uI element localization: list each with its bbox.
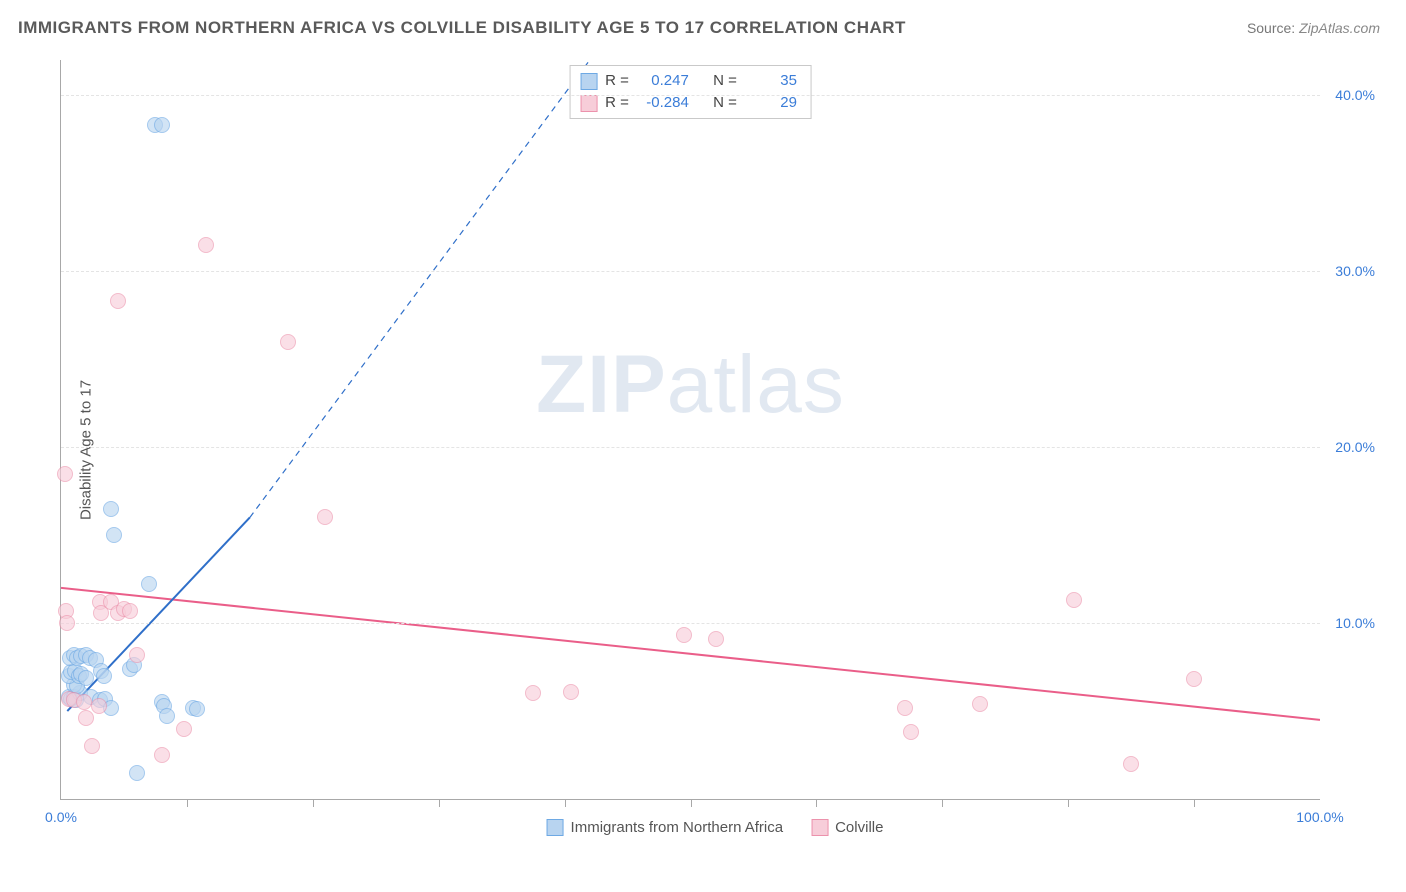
r-label-a: R = [605,70,629,92]
x-tick [816,799,817,807]
scatter-point-northern_africa [154,117,170,133]
scatter-point-colville [972,696,988,712]
scatter-point-colville [563,684,579,700]
scatter-point-colville [76,694,92,710]
scatter-point-colville [154,747,170,763]
x-tick-label: 100.0% [1296,809,1343,825]
x-tick [942,799,943,807]
gridline [61,623,1320,624]
scatter-point-colville [1186,671,1202,687]
scatter-point-northern_africa [159,708,175,724]
gridline [61,95,1320,96]
r-value-a: 0.247 [637,70,689,92]
x-tick [565,799,566,807]
swatch-series-b [580,95,597,112]
y-tick-label: 40.0% [1335,87,1375,103]
scatter-point-colville [91,698,107,714]
chart-area: Disability Age 5 to 17 ZIPatlas R = 0.24… [50,60,1380,840]
source-attribution: Source: ZipAtlas.com [1247,20,1380,36]
legend-label-b: Colville [835,819,883,836]
x-tick [1068,799,1069,807]
scatter-point-colville [317,509,333,525]
source-value: ZipAtlas.com [1299,20,1380,36]
x-tick [313,799,314,807]
legend-item-a: Immigrants from Northern Africa [547,819,784,836]
legend-row-series-a: R = 0.247 N = 35 [580,70,797,92]
swatch-series-a [580,73,597,90]
scatter-point-northern_africa [106,527,122,543]
scatter-point-northern_africa [129,765,145,781]
scatter-point-colville [84,738,100,754]
scatter-point-colville [1066,592,1082,608]
n-value-a: 35 [745,70,797,92]
source-label: Source: [1247,20,1295,36]
scatter-point-northern_africa [141,576,157,592]
scatter-point-northern_africa [103,501,119,517]
scatter-point-colville [176,721,192,737]
x-tick [439,799,440,807]
scatter-point-colville [903,724,919,740]
plot-region: ZIPatlas R = 0.247 N = 35 R = -0.284 N =… [60,60,1320,800]
correlation-legend: R = 0.247 N = 35 R = -0.284 N = 29 [569,65,812,119]
y-tick-label: 20.0% [1335,439,1375,455]
scatter-point-colville [525,685,541,701]
scatter-point-colville [59,615,75,631]
chart-title: IMMIGRANTS FROM NORTHERN AFRICA VS COLVI… [18,18,906,38]
scatter-point-colville [198,237,214,253]
scatter-point-colville [708,631,724,647]
series-legend: Immigrants from Northern Africa Colville [547,819,884,836]
scatter-point-colville [122,603,138,619]
watermark-zip: ZIP [536,339,667,430]
scatter-point-colville [1123,756,1139,772]
x-tick [187,799,188,807]
scatter-point-northern_africa [78,670,94,686]
gridline [61,447,1320,448]
scatter-point-colville [676,627,692,643]
scatter-point-colville [78,710,94,726]
scatter-point-colville [897,700,913,716]
trend-lines-svg [61,60,1320,799]
scatter-point-northern_africa [96,668,112,684]
scatter-point-northern_africa [189,701,205,717]
y-tick-label: 30.0% [1335,263,1375,279]
scatter-point-colville [129,647,145,663]
x-tick [691,799,692,807]
n-label-a: N = [713,70,737,92]
x-tick [1194,799,1195,807]
gridline [61,271,1320,272]
watermark: ZIPatlas [536,338,845,432]
scatter-point-colville [57,466,73,482]
legend-swatch-a [547,819,564,836]
watermark-atlas: atlas [667,339,845,430]
legend-item-b: Colville [811,819,883,836]
legend-swatch-b [811,819,828,836]
x-tick-label: 0.0% [45,809,77,825]
y-tick-label: 10.0% [1335,615,1375,631]
scatter-point-colville [280,334,296,350]
legend-label-a: Immigrants from Northern Africa [571,819,784,836]
scatter-point-colville [110,293,126,309]
